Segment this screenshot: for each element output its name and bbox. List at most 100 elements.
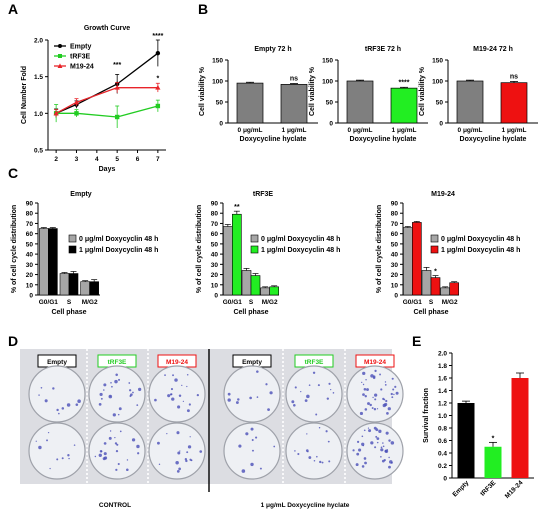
colony — [111, 385, 113, 388]
legend-marker — [57, 63, 63, 68]
column-label: Empty — [242, 359, 262, 366]
colony — [66, 403, 71, 407]
colony — [103, 383, 107, 387]
y-tick-label: 30 — [391, 262, 399, 269]
y-tick-label: 1.2 — [438, 401, 447, 408]
colony — [326, 397, 329, 400]
x-tick-label: S — [429, 299, 434, 306]
bar — [421, 270, 432, 296]
y-tick-label: 0 — [214, 293, 218, 300]
culture-well — [148, 422, 206, 480]
colony — [367, 402, 370, 406]
colony — [265, 383, 268, 386]
colony — [170, 387, 174, 391]
colony — [126, 459, 129, 461]
colony — [40, 386, 43, 389]
chart-title: M19-24 72 h — [473, 46, 513, 53]
bar — [269, 286, 279, 296]
group-label-control: CONTROL — [99, 502, 131, 509]
colony — [380, 446, 383, 449]
colony — [136, 404, 139, 406]
colony — [352, 449, 355, 452]
colony — [100, 397, 103, 400]
chart-title: tRF3E 72 h — [365, 46, 401, 53]
x-tick-label: tRF3E — [479, 479, 498, 498]
y-tick-label: 30 — [211, 262, 219, 269]
colony — [376, 441, 379, 444]
colony — [128, 382, 131, 384]
significance-mark: ns — [510, 73, 518, 80]
colony — [189, 436, 191, 438]
x-tick-label: 2 — [54, 156, 58, 163]
culture-well — [28, 365, 86, 423]
colony — [94, 455, 97, 458]
colony — [390, 392, 393, 396]
y-tick-label: 1.0 — [438, 413, 447, 420]
colony — [188, 403, 191, 406]
colony — [251, 449, 254, 452]
y-tick-label: 1.5 — [34, 74, 43, 81]
colony — [182, 400, 184, 402]
x-tick-label: 1 μg/mL — [502, 127, 527, 134]
significance-mark: *** — [113, 62, 121, 69]
colony — [47, 432, 50, 434]
colony — [117, 462, 120, 466]
significance-mark: **** — [152, 33, 163, 40]
colony — [137, 452, 140, 455]
y-tick-label: 1.0 — [34, 111, 43, 118]
colony — [367, 427, 370, 429]
colony — [374, 393, 378, 397]
column-label: M19-24 — [364, 359, 386, 366]
x-axis-label: Doxycycline hyclate — [460, 136, 527, 143]
colony — [174, 378, 178, 382]
colony-formation-photo: Empty tRF3E M19-24 Empty tRF3E M19-24 CONTROL 1… — [20, 349, 404, 509]
colony — [364, 408, 368, 411]
colony — [374, 446, 377, 449]
legend-swatch — [68, 245, 77, 254]
panel-label-a: A — [8, 1, 18, 17]
colony — [178, 467, 181, 471]
colony — [118, 378, 121, 381]
data-point — [73, 99, 80, 105]
chart-title: M19-24 — [431, 191, 455, 198]
column-label: tRF3E — [108, 359, 127, 366]
y-axis-label: % of cell cycle distribution — [196, 205, 203, 293]
colony — [383, 398, 386, 401]
series-line-m19-24 — [55, 87, 158, 114]
data-point — [114, 84, 120, 90]
colony — [56, 408, 59, 412]
y-tick-label: 0 — [443, 476, 447, 483]
bar — [80, 281, 90, 296]
colony — [227, 398, 231, 402]
significance-mark: * — [156, 75, 159, 82]
colony — [308, 456, 312, 459]
colony — [44, 399, 48, 403]
colony — [294, 386, 297, 389]
colony — [316, 455, 318, 458]
y-tick-label: 40 — [391, 252, 399, 259]
colony — [38, 445, 42, 450]
colony — [364, 461, 367, 465]
x-tick-label: M/G2 — [82, 299, 98, 306]
bar — [511, 378, 529, 478]
colony — [362, 371, 366, 375]
legend-label: Empty — [70, 44, 92, 51]
colony — [237, 398, 240, 401]
colony — [369, 403, 372, 407]
x-tick-label: S — [67, 299, 72, 306]
y-tick-label: 60 — [211, 231, 219, 238]
bar — [403, 227, 413, 296]
cell-cycle-chart-trf3e: tRF3E 0 10 20 30 40 50 60 70 80 90 % of cell cycle … — [196, 191, 340, 316]
colony — [186, 409, 190, 413]
colony — [364, 395, 367, 398]
colony — [77, 399, 81, 403]
colony — [245, 432, 249, 436]
colony — [325, 430, 328, 433]
colony — [307, 450, 309, 453]
legend-label: M19-24 — [70, 64, 94, 71]
colony — [108, 394, 113, 399]
colony — [327, 440, 330, 443]
bar — [260, 287, 270, 296]
x-tick-label: M/G2 — [262, 299, 278, 306]
